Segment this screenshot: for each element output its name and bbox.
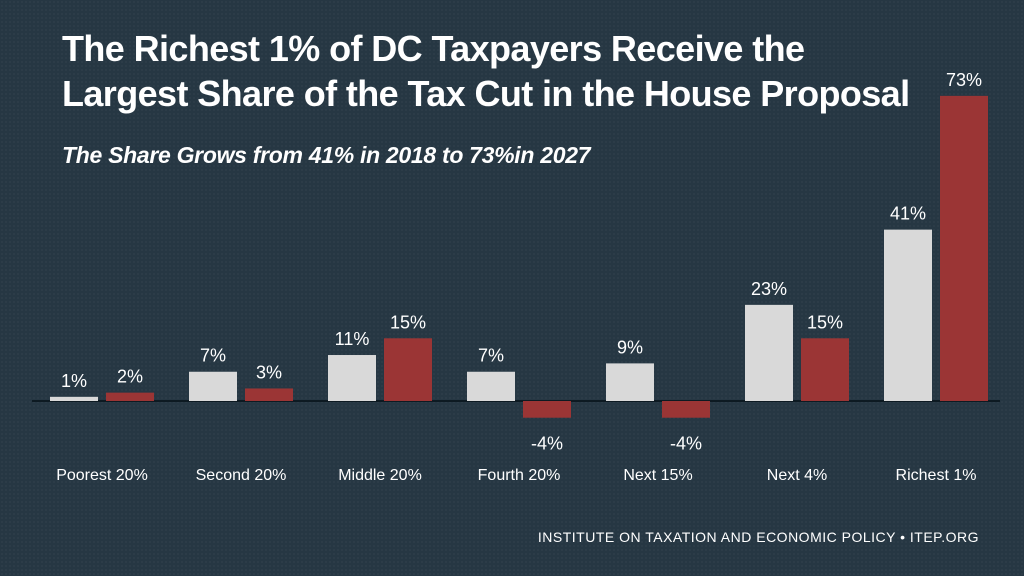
data-label-2018-6: 23% <box>751 279 787 299</box>
data-label-2027-4: -4% <box>531 434 563 454</box>
data-label-2018-7: 41% <box>890 204 926 224</box>
bar-2018-2 <box>189 371 237 401</box>
bar-2027-6 <box>801 338 849 401</box>
category-label-5: Next 15% <box>623 467 692 484</box>
bar-2027-4 <box>523 401 571 418</box>
data-label-2018-3: 11% <box>335 329 370 349</box>
data-label-2027-5: -4% <box>670 434 702 454</box>
bar-2018-5 <box>606 363 654 401</box>
data-label-2027-6: 15% <box>807 312 843 332</box>
category-label-3: Middle 20% <box>338 467 422 484</box>
title-line-2: Largest Share of the Tax Cut in the Hous… <box>62 73 910 114</box>
category-label-7: Richest 1% <box>896 467 977 484</box>
footer-credit: INSTITUTE ON TAXATION AND ECONOMIC POLIC… <box>537 529 979 545</box>
bar-2027-1 <box>106 392 154 401</box>
title-line-1: The Richest 1% of DC Taxpayers Receive t… <box>62 28 805 69</box>
data-label-2027-2: 3% <box>256 362 282 382</box>
category-label-6: Next 4% <box>767 467 827 484</box>
data-label-2027-7: 73% <box>946 70 982 90</box>
data-label-2027-3: 15% <box>390 312 426 332</box>
data-label-2018-5: 9% <box>617 337 643 357</box>
data-label-2018-2: 7% <box>200 346 226 366</box>
bar-2027-5 <box>662 401 710 418</box>
data-label-2018-1: 1% <box>61 371 87 391</box>
bar-2018-4 <box>467 371 515 401</box>
data-label-2027-1: 2% <box>117 367 143 387</box>
chart-subtitle: The Share Grows from 41% in 2018 to 73%i… <box>62 142 591 168</box>
category-label-4: Fourth 20% <box>478 467 561 484</box>
bar-2018-6 <box>745 304 793 401</box>
bar-2027-7 <box>940 95 988 402</box>
data-label-2018-4: 7% <box>478 346 504 366</box>
bar-2027-3 <box>384 338 432 401</box>
bar-2027-2 <box>245 388 293 401</box>
category-label-2: Second 20% <box>196 467 287 484</box>
bar-2018-7 <box>884 229 932 401</box>
chart-title: The Richest 1% of DC Taxpayers Receive t… <box>62 26 962 116</box>
category-label-1: Poorest 20% <box>56 467 148 484</box>
bar-2018-3 <box>328 355 376 401</box>
bar-2018-1 <box>50 396 98 401</box>
